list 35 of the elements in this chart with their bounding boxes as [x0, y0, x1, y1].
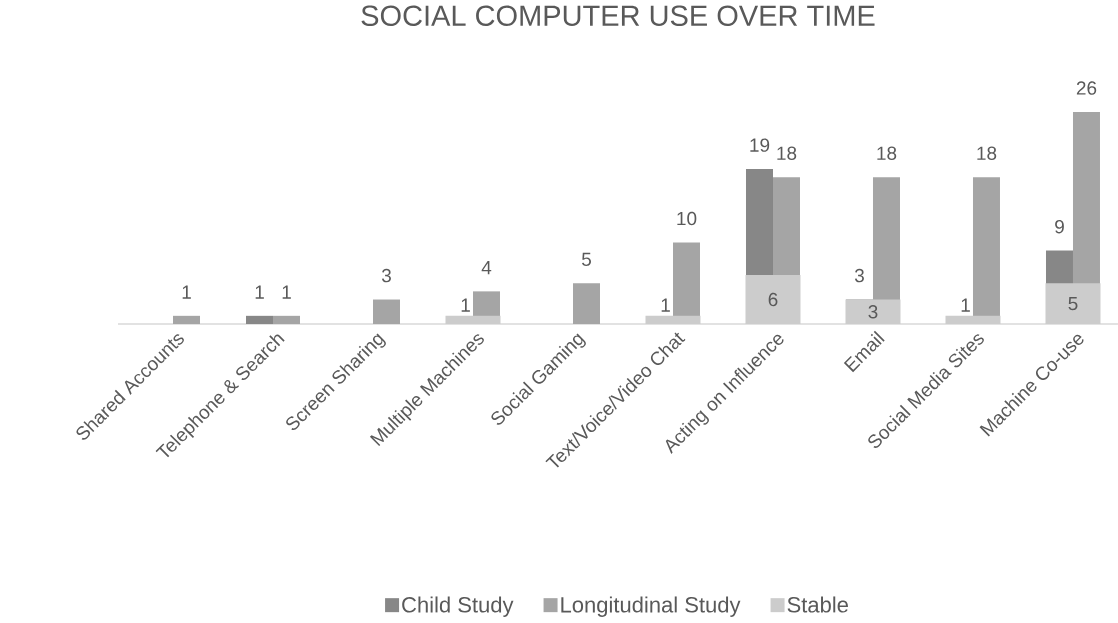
legend-label: Stable: [787, 596, 848, 613]
data-label: 18: [977, 146, 997, 161]
chart-title: SOCIAL COMPUTER USE OVER TIME: [361, 5, 875, 26]
bar: [745, 275, 801, 324]
data-label: 5: [1068, 296, 1078, 311]
data-label: 1: [961, 298, 970, 312]
bar: [645, 315, 701, 324]
data-label: 1: [461, 298, 470, 312]
data-label: 18: [777, 146, 797, 161]
data-label: 18: [877, 146, 897, 161]
legend-label: Longitudinal Study: [561, 596, 741, 617]
data-label: 4: [481, 261, 492, 275]
data-label: 1: [282, 285, 291, 299]
bar: [173, 315, 201, 324]
bar: [945, 315, 1001, 324]
bar: [1045, 283, 1101, 324]
bar: [273, 315, 301, 324]
data-label: 3: [381, 268, 391, 283]
data-label: 9: [1055, 219, 1064, 234]
bar: [845, 299, 901, 324]
bar: [445, 315, 501, 324]
data-label: 10: [677, 211, 697, 226]
legend-label: Child Study: [402, 596, 514, 617]
bar: [373, 299, 400, 324]
data-label: 1: [182, 285, 191, 299]
data-label: 3: [854, 268, 864, 283]
bar: [573, 283, 600, 324]
data-label: 19: [750, 138, 770, 152]
data-label: 5: [581, 252, 591, 267]
data-label: 6: [768, 292, 778, 307]
data-label: 1: [255, 285, 264, 299]
data-label: 1: [661, 298, 670, 312]
data-label: 3: [868, 305, 878, 319]
data-label: 26: [1076, 81, 1097, 95]
bar: [246, 315, 274, 324]
